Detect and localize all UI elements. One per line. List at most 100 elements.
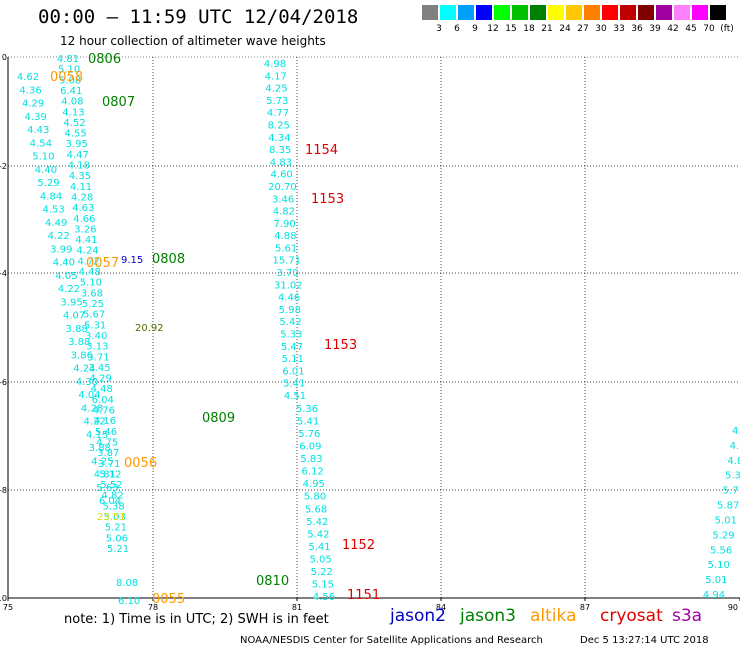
track-labels: 0806 0058 0807 1154 1153 9.15 0808 0057 20.92 115…: [50, 52, 380, 607]
color-swatch: [440, 5, 456, 20]
wave-height-value: 3.13: [86, 342, 108, 353]
wave-height-value: 6.04: [99, 496, 121, 507]
color-swatch-label: 24: [559, 24, 571, 34]
x-tick-label: 78: [148, 603, 158, 610]
x-tick-label: 75: [3, 603, 13, 610]
wave-height-value: 4.9: [732, 426, 740, 437]
wave-height-value: 4.30: [76, 377, 98, 388]
wave-height-value: 5.42: [307, 529, 329, 540]
wave-height-value: 5.80: [304, 492, 326, 503]
wave-height-value: 4.22: [83, 417, 105, 428]
wave-height-value: 5.56: [710, 545, 732, 556]
wave-height-value: 5.38: [103, 501, 125, 512]
wave-height-value: 3.40: [85, 331, 107, 342]
wave-height-value: 4.81: [57, 54, 79, 65]
wave-height-value: 4.47: [67, 150, 89, 161]
x-tick-label: 87: [580, 603, 590, 610]
wave-height-value: 4.46: [278, 293, 300, 304]
wave-height-value: 5.11: [282, 354, 304, 365]
wave-height-value: 4.25: [265, 84, 287, 95]
color-swatch-label: 21: [541, 24, 553, 34]
wave-height-value: 5.61: [275, 243, 297, 254]
wave-height-value: 9.15: [121, 255, 143, 266]
wave-height-value: 5.22: [311, 567, 333, 578]
color-swatch-label: 36: [631, 24, 643, 34]
wave-height-value: 6.01: [282, 366, 304, 377]
wave-height-value: 8.08: [116, 578, 138, 589]
pass-time-label: 1153: [324, 338, 357, 353]
wave-height-value: 3.26: [74, 224, 96, 235]
plot-grid: [8, 57, 740, 598]
y-tick-label: -4: [0, 269, 7, 278]
wave-height-value: 8.25: [268, 120, 290, 131]
legend-jason3: jason3: [460, 606, 516, 626]
wave-height-value: 4.95: [303, 479, 325, 490]
wave-height-value: 5.05: [309, 554, 331, 565]
color-swatch-label: 6: [454, 24, 460, 34]
color-swatch-label: 27: [577, 24, 589, 34]
wave-height-value: 5.3: [725, 471, 740, 482]
color-swatch-label: 3: [436, 24, 442, 34]
wave-height-value: 4.24: [76, 246, 98, 257]
wave-height-value: 4.13: [62, 107, 84, 118]
wave-height-value: 5.15: [312, 579, 334, 590]
pass-time-label: 1154: [305, 143, 338, 158]
wave-height-value: 4.39: [25, 112, 47, 123]
color-swatch-label: 33: [613, 24, 625, 34]
wave-height-value: 4.81: [94, 470, 116, 481]
axis-ticks: 75 78 81 84 87 90 0 -2 -4 -6 -8 -10: [0, 53, 740, 610]
color-swatch: [638, 5, 654, 20]
wave-height-value: 3.70: [276, 268, 298, 279]
color-swatch-label: 18: [523, 24, 535, 34]
wave-height-value: 5.98: [279, 305, 301, 316]
wave-height-value: 4.94: [703, 590, 725, 601]
wave-height-value: 4.82: [101, 491, 123, 502]
y-tick-label: -2: [0, 162, 7, 171]
wave-height-value: 5.10: [80, 278, 102, 289]
wave-height-value: 4.82: [273, 207, 295, 218]
pass-time-label: 0055: [152, 592, 185, 607]
color-swatch: [656, 5, 672, 20]
pass-time-label: 0809: [202, 411, 235, 426]
wave-height-value: 5.06: [106, 533, 128, 544]
altimeter-tracks: 4.815.105.086.414.084.134.524.553.954.47…: [17, 54, 740, 603]
wave-height-value: 5.03: [104, 512, 126, 523]
wave-height-value: 5.10: [708, 560, 730, 571]
wave-height-value: 4.8: [727, 456, 740, 467]
wave-height-value: 4.18: [68, 161, 90, 172]
wave-height-value: 23.51: [97, 512, 126, 523]
wave-height-value: 4.77: [267, 108, 289, 119]
color-swatch: [602, 5, 618, 20]
wave-height-value: 4.9: [730, 441, 740, 452]
wave-height-value: 4.24: [73, 364, 95, 375]
wave-height-value: 4.22: [48, 231, 70, 242]
wave-height-value: 4.11: [70, 182, 92, 193]
wave-height-value: 4.83: [270, 157, 292, 168]
color-swatch: [512, 5, 528, 20]
wave-height-value: 4.16: [94, 416, 116, 427]
mission-legend: jason2 jason3 altika cryosat s3a: [0, 606, 740, 628]
legend-cryosat: cryosat: [600, 606, 663, 626]
wave-height-value: 7.90: [273, 219, 295, 230]
wave-height-value: 4.56: [313, 592, 335, 603]
wave-height-value: 5.73: [266, 96, 288, 107]
wave-height-value: 4.48: [79, 267, 101, 278]
wave-height-value: 5.12: [99, 469, 121, 480]
pass-time-label: 0810: [256, 574, 289, 589]
plot-frame: [7, 56, 740, 599]
wave-height-value: 3.88: [68, 337, 90, 348]
color-swatch: [674, 5, 690, 20]
wave-height-value: 3.95: [60, 297, 82, 308]
wave-height-value: 4.07: [63, 311, 85, 322]
color-swatch: [458, 5, 474, 20]
wave-height-value: 5.01: [715, 515, 737, 526]
wave-height-value: 5.68: [305, 504, 327, 515]
pass-time-label: 1153: [311, 192, 344, 207]
wave-height-value: 4.41: [75, 235, 97, 246]
pass-time-label: 0057: [86, 256, 119, 271]
color-swatch-label: 12: [487, 24, 499, 34]
wave-height-value: 5.36: [296, 404, 318, 415]
wave-height-value: 5.01: [705, 575, 727, 586]
wave-height-value: 3.88: [66, 324, 88, 335]
